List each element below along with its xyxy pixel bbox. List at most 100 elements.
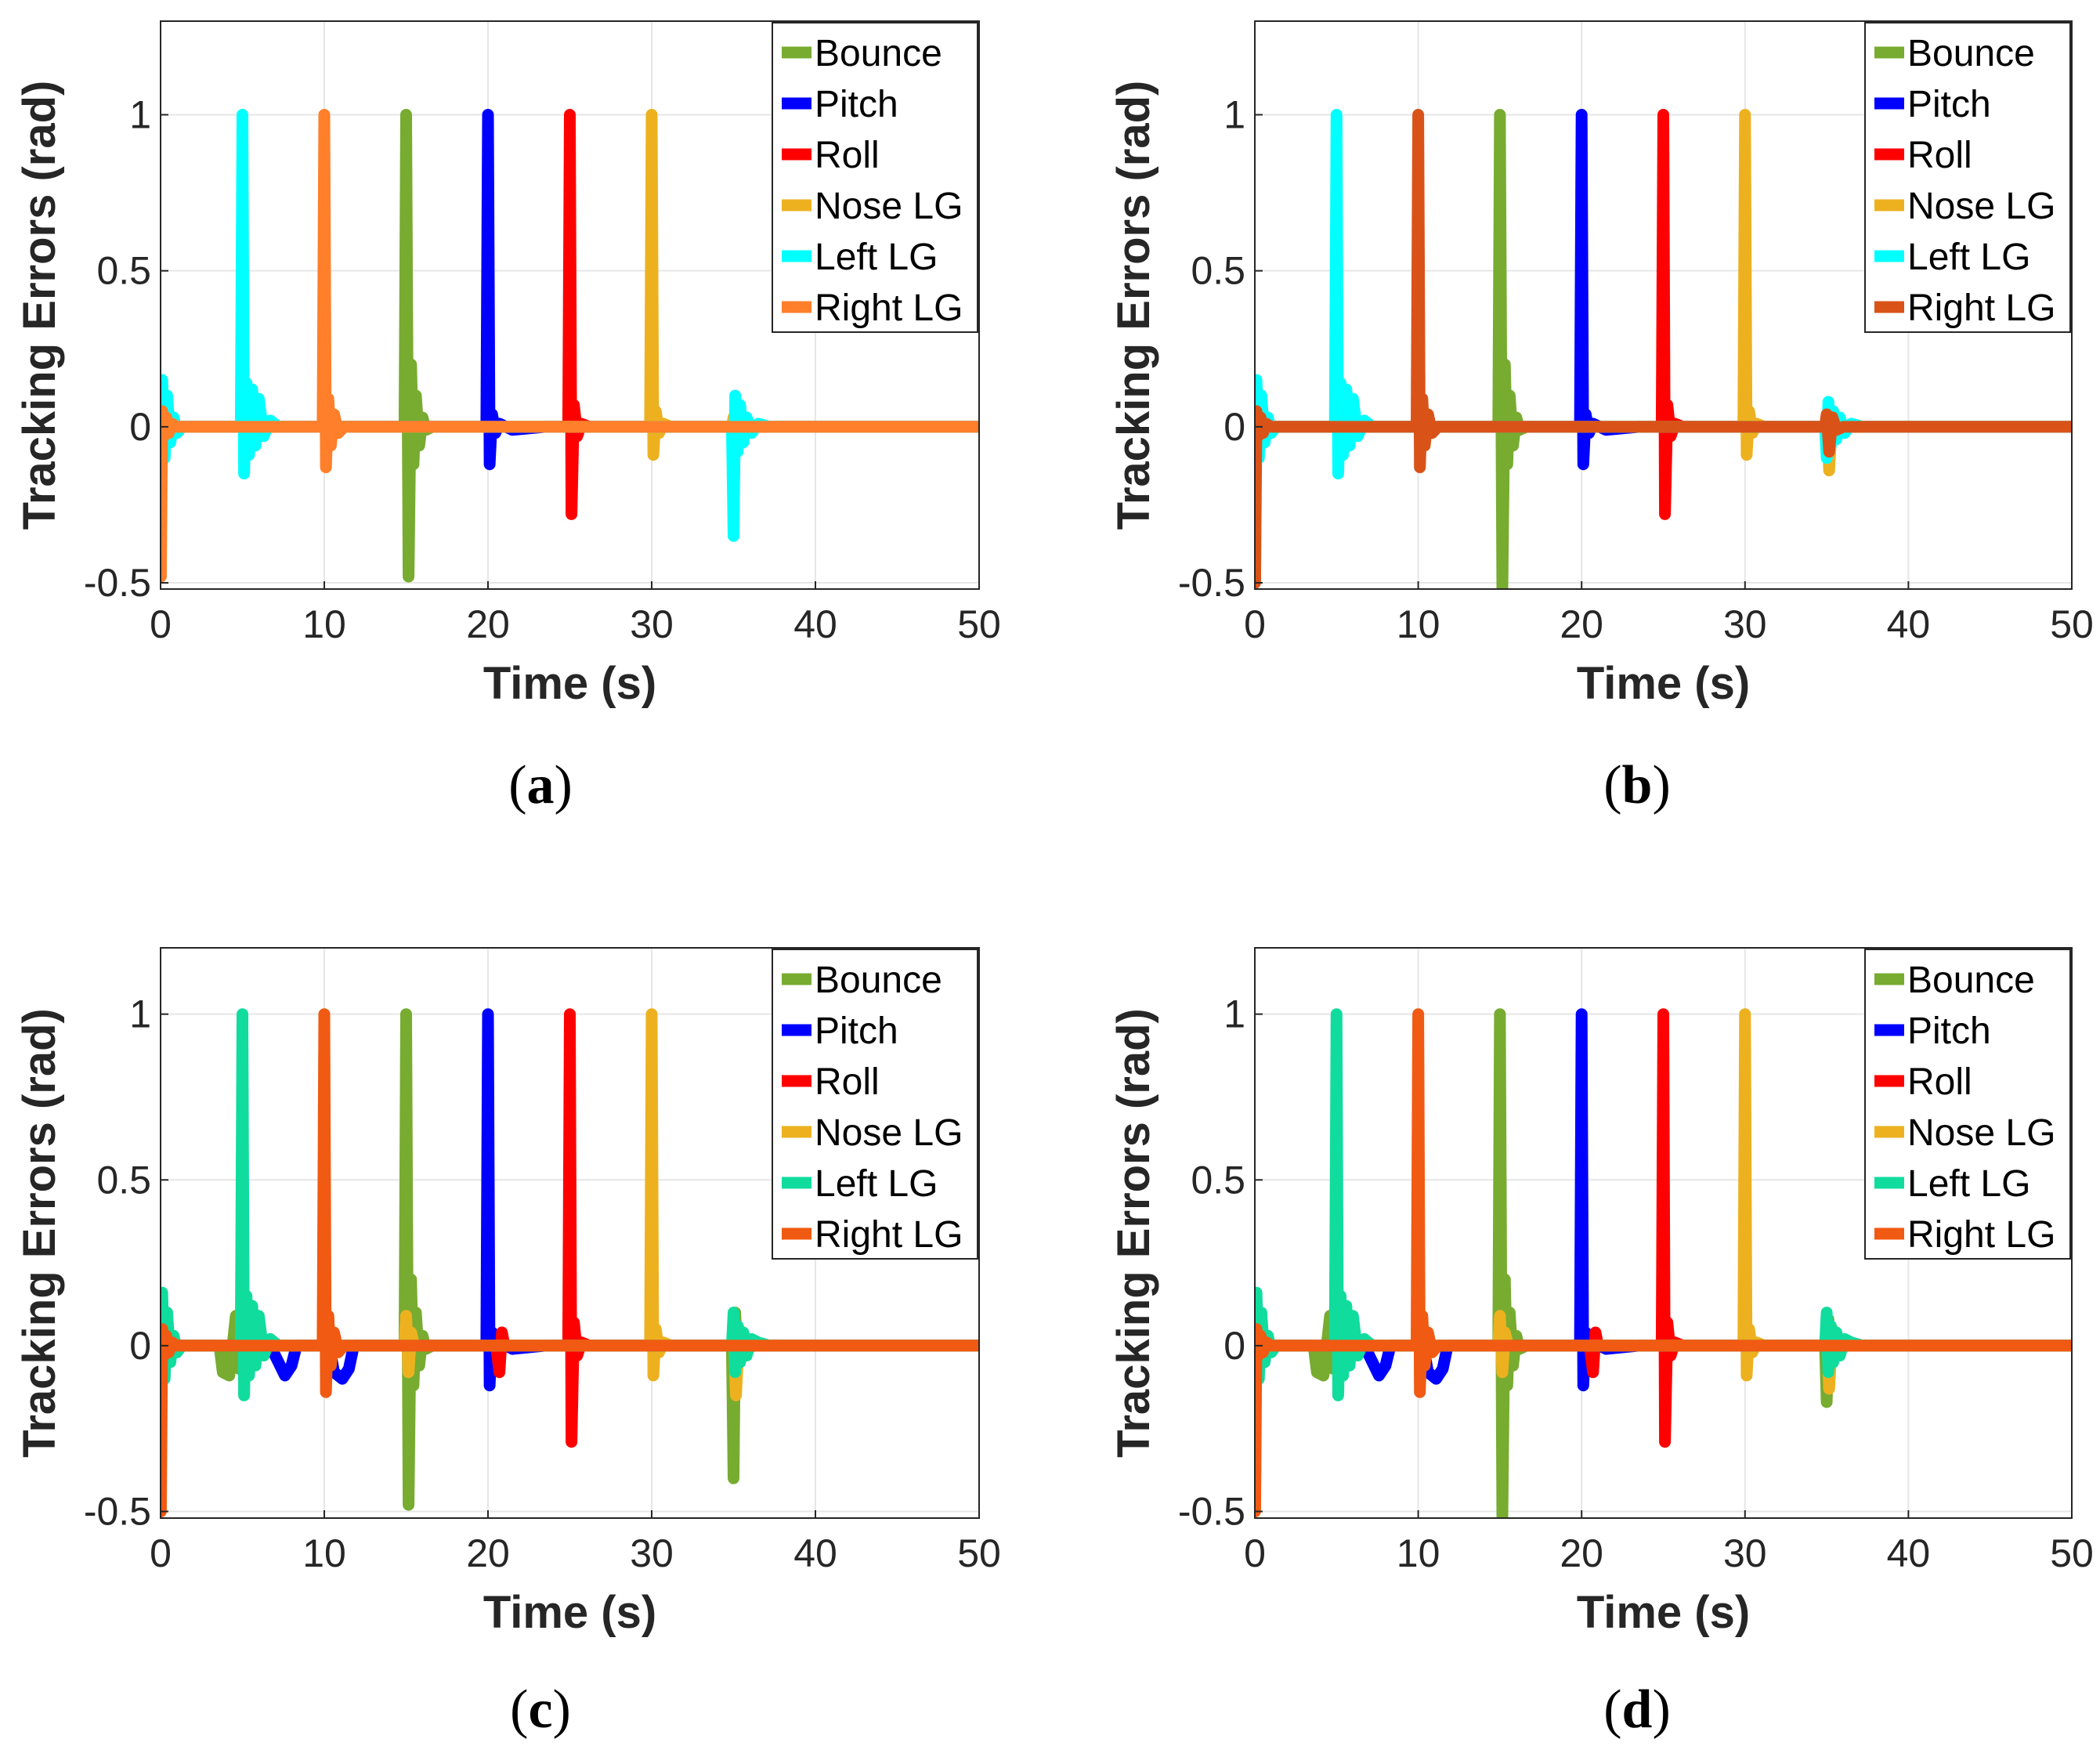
- axes-box: [1254, 20, 2073, 590]
- y-tick-label: 0.5: [96, 1158, 151, 1202]
- legend-label: Left LG: [815, 1163, 938, 1205]
- y-tick-label: -0.5: [84, 1490, 151, 1534]
- series-group: [161, 109, 979, 583]
- x-tick-label: 50: [957, 602, 1001, 646]
- legend-label: Bounce: [815, 960, 942, 1001]
- legend-label: Nose LG: [1907, 186, 2055, 227]
- caption-paren-close: ): [553, 1679, 571, 1740]
- legend: Bounce Pitch Roll Nose LG Left LG Right LG: [772, 22, 978, 333]
- caption-paren-close: ): [1652, 755, 1670, 815]
- legend-label: Bounce: [815, 33, 942, 74]
- x-tick-label: 20: [1560, 1531, 1603, 1575]
- x-tick-label: 30: [630, 1531, 674, 1575]
- y-tick-label: 1: [129, 992, 151, 1036]
- x-tick-label: 40: [1887, 602, 1931, 646]
- x-tick-label: 0: [150, 1531, 172, 1575]
- legend-label: Left LG: [1907, 1163, 2030, 1205]
- y-tick-label: 0.5: [1191, 1158, 1245, 1202]
- x-axis-label: Time (s): [483, 1587, 656, 1638]
- legend-label: Pitch: [815, 1010, 898, 1052]
- legend-label: Left LG: [815, 237, 938, 278]
- y-tick-label: 0.5: [96, 249, 151, 293]
- x-axis-label: Time (s): [483, 658, 656, 709]
- x-axis-label: Time (s): [1577, 1587, 1750, 1638]
- legend-label: Right LG: [815, 287, 963, 329]
- legend-label: Pitch: [1907, 84, 1991, 125]
- caption-paren-open: (: [508, 755, 526, 815]
- x-tick-label: 40: [1887, 1531, 1931, 1575]
- legend-label: Left LG: [1907, 237, 2030, 278]
- legend-label: Right LG: [815, 1214, 963, 1256]
- x-tick-label: 20: [466, 1531, 510, 1575]
- legend-label: Nose LG: [815, 186, 963, 227]
- x-tick-label: 10: [1397, 602, 1440, 646]
- legend-label: Nose LG: [1907, 1112, 2055, 1154]
- legend-label: Bounce: [1907, 33, 2035, 74]
- caption-paren-close: ): [555, 755, 573, 815]
- y-tick-label: 1: [1223, 93, 1245, 137]
- series-line-right-lg: [1255, 109, 2072, 589]
- y-tick-label: 0: [1223, 1324, 1245, 1368]
- legend: Bounce Pitch Roll Nose LG Left LG Right LG: [772, 949, 978, 1260]
- caption-paren-open: (: [1603, 1679, 1621, 1740]
- y-axis-label: Tracking Errors (rad): [14, 1008, 65, 1458]
- subfigure-caption: (a): [508, 755, 573, 815]
- legend-label: Pitch: [815, 84, 898, 125]
- y-tick-label: -0.5: [1178, 1490, 1245, 1534]
- x-tick-label: 30: [630, 602, 674, 646]
- y-tick-label: 0: [129, 1324, 151, 1368]
- caption-letter: c: [528, 1679, 552, 1740]
- series-line-right-lg: [161, 1008, 979, 1517]
- y-axis-label: Tracking Errors (rad): [1108, 1008, 1159, 1458]
- y-tick-label: 0: [1223, 405, 1245, 449]
- x-tick-label: 20: [1560, 602, 1603, 646]
- legend-label: Roll: [1907, 135, 1972, 176]
- x-tick-label: 0: [1244, 602, 1266, 646]
- legend-label: Right LG: [1907, 1214, 2055, 1256]
- x-tick-label: 10: [302, 1531, 346, 1575]
- legend-box: [772, 22, 978, 333]
- legend-label: Roll: [815, 135, 880, 176]
- x-tick-label: 10: [302, 602, 346, 646]
- y-tick-label: 0: [129, 405, 151, 449]
- subfigure-caption: (b): [1603, 755, 1671, 815]
- caption-paren-open: (: [510, 1679, 528, 1740]
- x-tick-label: 30: [1723, 1531, 1767, 1575]
- legend: Bounce Pitch Roll Nose LG Left LG Right LG: [1864, 949, 2071, 1260]
- y-tick-label: -0.5: [84, 561, 151, 605]
- caption-paren-close: ): [1652, 1679, 1670, 1740]
- y-axis-label: Tracking Errors (rad): [1108, 81, 1159, 530]
- caption-letter: a: [527, 755, 555, 815]
- y-tick-label: -0.5: [1178, 561, 1245, 605]
- x-tick-label: 40: [793, 1531, 837, 1575]
- x-tick-label: 30: [1723, 602, 1767, 646]
- series-group: [1255, 1008, 2072, 1518]
- y-axis-label: Tracking Errors (rad): [14, 81, 65, 530]
- x-tick-label: 50: [2050, 1531, 2094, 1575]
- x-axis-label: Time (s): [1577, 658, 1750, 709]
- series-line-right-lg: [161, 109, 979, 583]
- legend-box: [1864, 949, 2071, 1260]
- legend-label: Roll: [815, 1061, 880, 1103]
- y-tick-label: 1: [129, 93, 151, 137]
- caption-letter: b: [1622, 755, 1653, 815]
- x-tick-label: 20: [466, 602, 510, 646]
- series-group: [1255, 109, 2072, 589]
- series-line-right-lg: [1255, 1008, 2072, 1517]
- caption-paren-open: (: [1603, 755, 1621, 815]
- axes-box: [1254, 947, 2073, 1519]
- x-tick-label: 0: [150, 602, 172, 646]
- y-tick-label: 1: [1223, 992, 1245, 1036]
- caption-letter: d: [1622, 1679, 1653, 1740]
- subfigure-caption: (c): [510, 1679, 571, 1740]
- legend-label: Pitch: [1907, 1010, 1991, 1052]
- series-group: [161, 1008, 979, 1517]
- x-tick-label: 50: [2050, 602, 2094, 646]
- legend-label: Bounce: [1907, 960, 2035, 1001]
- x-tick-label: 10: [1397, 1531, 1440, 1575]
